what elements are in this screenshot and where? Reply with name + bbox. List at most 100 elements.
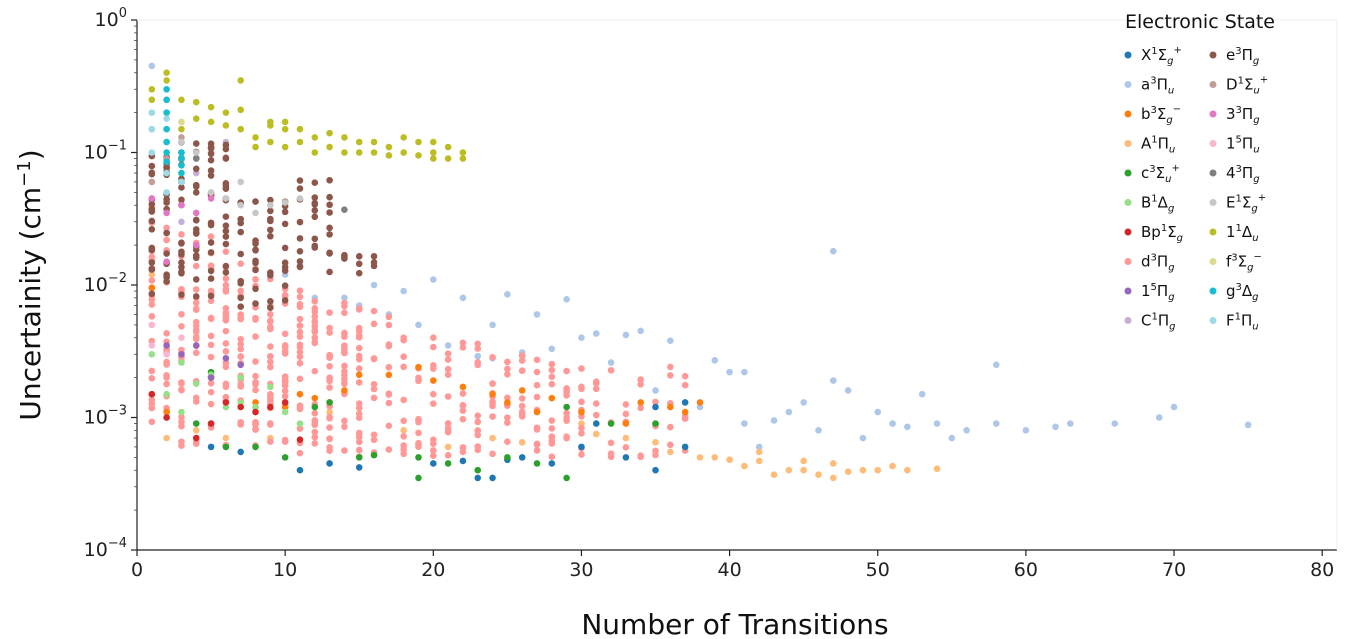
- data-point: [992, 420, 1000, 427]
- data-point: [904, 466, 911, 474]
- data-point: [429, 138, 437, 146]
- data-point: [237, 250, 245, 258]
- data-point: [148, 271, 156, 278]
- data-point: [222, 248, 230, 256]
- data-point: [178, 322, 185, 330]
- data-point: [192, 262, 200, 270]
- data-point: [267, 138, 274, 146]
- data-point: [192, 183, 200, 190]
- data-point: [933, 465, 941, 473]
- data-point: [341, 309, 348, 317]
- data-point: [207, 103, 215, 111]
- data-point: [267, 232, 274, 240]
- data-point: [296, 258, 304, 265]
- data-point: [829, 247, 837, 255]
- data-point: [933, 420, 941, 427]
- y-tick-label: 100: [95, 6, 127, 31]
- legend-label: B1Δg: [1141, 194, 1174, 215]
- data-point: [355, 138, 363, 146]
- legend-item: c3Σu+: [1124, 163, 1180, 185]
- data-point: [311, 313, 319, 320]
- data-point: [578, 365, 585, 372]
- data-point: [889, 420, 896, 427]
- data-point: [607, 359, 615, 366]
- legend-marker: [1209, 228, 1217, 236]
- data-point: [415, 415, 422, 423]
- data-point: [459, 415, 467, 423]
- data-point: [281, 267, 289, 275]
- data-point: [429, 452, 437, 459]
- data-point: [444, 393, 452, 400]
- legend-item: 15Πg: [1124, 282, 1175, 303]
- data-point: [429, 436, 437, 443]
- data-point: [518, 387, 526, 394]
- data-point: [192, 420, 200, 427]
- data-point: [341, 294, 348, 302]
- legend-item: E1Σg+: [1209, 193, 1266, 215]
- data-point: [341, 149, 348, 156]
- data-point: [355, 352, 363, 360]
- legend-label: A1Πu: [1141, 135, 1175, 156]
- data-point: [637, 399, 645, 406]
- data-point: [222, 315, 230, 322]
- data-point: [207, 420, 215, 427]
- data-point: [222, 185, 230, 193]
- data-point: [800, 399, 807, 406]
- data-point: [533, 447, 541, 454]
- data-point: [252, 426, 259, 433]
- data-point: [370, 259, 378, 266]
- legend-marker: [1124, 51, 1132, 59]
- series-6: [148, 390, 304, 443]
- data-point: [148, 350, 156, 358]
- data-point: [370, 281, 378, 289]
- data-point: [341, 134, 348, 141]
- data-point: [237, 361, 245, 369]
- x-tick-label: 60: [1014, 559, 1038, 581]
- data-point: [281, 392, 289, 400]
- data-point: [652, 447, 659, 455]
- data-point: [178, 413, 185, 421]
- data-point: [252, 379, 259, 386]
- data-point: [429, 365, 437, 372]
- data-point: [163, 199, 170, 206]
- data-point: [829, 474, 837, 482]
- data-point: [222, 383, 230, 391]
- legend-item: f3Σg−: [1209, 252, 1262, 274]
- legend-label: C1Πg: [1141, 312, 1176, 333]
- data-point: [207, 443, 215, 451]
- data-point: [267, 226, 274, 234]
- data-point: [192, 189, 200, 196]
- data-point: [459, 448, 467, 456]
- data-point: [548, 453, 556, 460]
- data-point: [296, 348, 304, 356]
- data-point: [459, 339, 467, 347]
- data-point: [355, 379, 363, 386]
- data-point: [667, 337, 674, 344]
- data-point: [178, 259, 185, 266]
- legend-marker: [1209, 258, 1217, 265]
- data-point: [518, 408, 526, 416]
- data-point: [163, 250, 170, 257]
- data-point: [237, 303, 245, 310]
- data-point: [296, 466, 304, 474]
- data-point: [444, 155, 452, 162]
- data-point: [326, 329, 333, 336]
- data-point: [281, 382, 289, 389]
- data-point: [252, 237, 259, 244]
- data-point: [459, 444, 467, 451]
- data-point: [207, 379, 215, 387]
- x-tick-label: 40: [717, 559, 741, 581]
- legend-label: f3Σg−: [1226, 252, 1262, 274]
- data-point: [518, 357, 526, 364]
- data-point: [207, 167, 215, 174]
- legend-marker: [1124, 228, 1132, 236]
- data-point: [296, 235, 304, 242]
- data-point: [548, 437, 556, 445]
- data-point: [755, 448, 763, 456]
- data-point: [267, 196, 274, 204]
- data-point: [341, 362, 348, 370]
- data-point: [681, 408, 689, 416]
- data-point: [444, 342, 452, 349]
- data-point: [163, 125, 170, 133]
- data-point: [459, 344, 467, 351]
